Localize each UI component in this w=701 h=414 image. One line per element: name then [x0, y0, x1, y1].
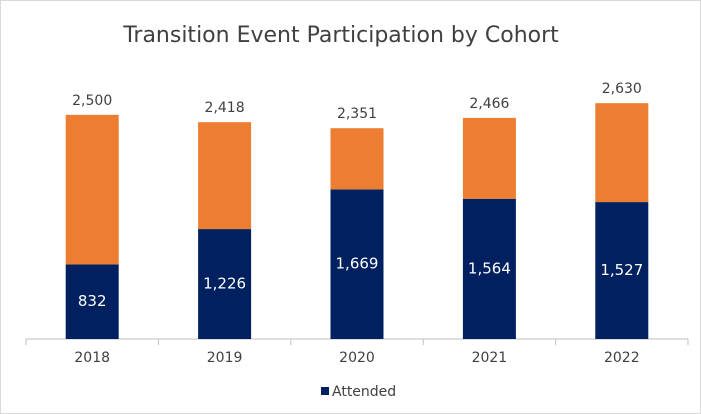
bar-segment [462, 198, 516, 339]
bar-segment [198, 229, 252, 339]
bar-segment [330, 189, 384, 339]
legend-swatch [321, 387, 329, 395]
total-label: 2,466 [469, 96, 509, 112]
bar-segment [65, 114, 119, 265]
bar-segment [330, 128, 384, 190]
x-tick-label: 2022 [604, 350, 640, 366]
x-tick-label: 2019 [207, 350, 243, 366]
legend-label: Attended [332, 384, 396, 400]
bar-segment [595, 103, 649, 203]
total-label: 2,500 [72, 93, 112, 109]
x-tick-label: 2021 [472, 350, 508, 366]
bar-segment [595, 202, 649, 339]
chart-title: Transition Event Participation by Cohort [122, 23, 559, 48]
bar-segment [198, 122, 252, 230]
data-label: 1,669 [336, 255, 379, 273]
total-label: 2,351 [337, 106, 377, 122]
total-label: 2,630 [602, 81, 642, 97]
x-tick-label: 2018 [74, 350, 110, 366]
data-label: 1,226 [203, 275, 246, 293]
bar-segment [65, 264, 119, 339]
data-label: 832 [78, 292, 107, 310]
x-tick-label: 2020 [339, 350, 375, 366]
data-label: 1,527 [600, 261, 643, 279]
data-label: 1,564 [468, 259, 511, 277]
total-label: 2,418 [205, 100, 245, 116]
bar-segment [462, 117, 516, 199]
